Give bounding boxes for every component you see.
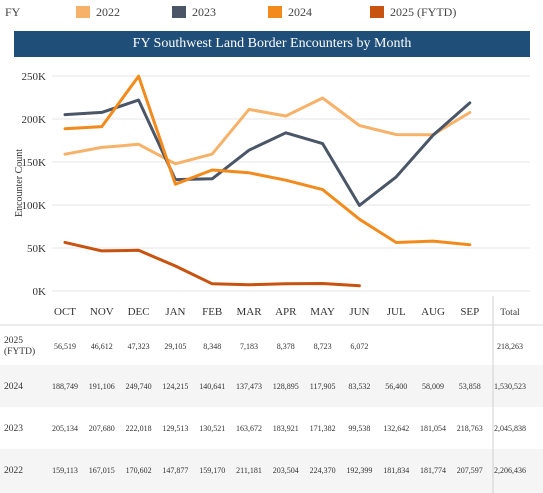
legend-item-2025[interactable]: 2025 (FYTD)	[370, 5, 456, 20]
series-line-2025	[63, 240, 361, 288]
data-label: 8,378	[277, 342, 295, 351]
legend-swatch	[268, 6, 282, 18]
row-label: 2024	[4, 382, 23, 392]
data-label: 147,877	[162, 466, 188, 475]
data-label: 7,183	[240, 342, 258, 351]
table-row-band	[0, 365, 543, 407]
legend-item-2022[interactable]: 2022	[76, 5, 120, 20]
data-label: 58,009	[422, 382, 444, 391]
y-tick-label: 150K	[22, 157, 47, 169]
data-label: 129,513	[162, 424, 188, 433]
data-label: 117,905	[310, 382, 336, 391]
data-label: 170,602	[126, 466, 152, 475]
data-label: 8,723	[314, 342, 332, 351]
table-row-band	[0, 449, 543, 493]
data-label: 6,072	[350, 342, 368, 351]
row-label: 2023	[4, 424, 23, 434]
legend-swatch	[172, 6, 186, 18]
data-label: 140,641	[199, 382, 225, 391]
data-label: 130,521	[199, 424, 225, 433]
x-tick-label: JAN	[165, 306, 185, 318]
legend-swatch	[370, 6, 384, 18]
x-tick-label: MAY	[310, 306, 335, 318]
data-label: 218,763	[457, 424, 483, 433]
x-tick-label: DEC	[128, 306, 150, 318]
data-label: 205,134	[52, 424, 78, 433]
row-total: 2,206,436	[494, 466, 526, 475]
legend-swatch	[76, 6, 90, 18]
data-label: 99,538	[348, 424, 370, 433]
data-label: 29,105	[164, 342, 186, 351]
data-label: 181,054	[420, 424, 446, 433]
data-label: 163,672	[236, 424, 262, 433]
data-label: 224,370	[310, 466, 336, 475]
row-label: 2022	[4, 466, 23, 476]
legend-label: 2024	[288, 5, 312, 19]
total-header: Total	[500, 308, 520, 318]
data-label: 207,680	[89, 424, 115, 433]
row-total: 1,530,523	[494, 382, 526, 391]
row-label: 2025 (FYTD)	[4, 336, 35, 357]
data-label: 249,740	[126, 382, 152, 391]
data-label: 188,749	[52, 382, 78, 391]
data-label: 192,399	[346, 466, 372, 475]
data-label: 128,895	[273, 382, 299, 391]
data-label: 132,642	[383, 424, 409, 433]
legend-item-2023[interactable]: 2023	[172, 5, 216, 20]
data-label: 124,215	[162, 382, 188, 391]
data-label: 8,348	[203, 342, 221, 351]
data-label: 56,519	[54, 342, 76, 351]
y-axis-title: Encounter Count	[14, 149, 25, 217]
x-tick-label: JUN	[349, 306, 369, 318]
legend-label: 2023	[192, 5, 216, 19]
data-label: 46,612	[91, 342, 113, 351]
row-total: 2,045,838	[494, 424, 526, 433]
legend-label: 2025 (FYTD)	[390, 5, 457, 19]
x-tick-label: SEP	[460, 306, 479, 318]
data-label: 181,774	[420, 466, 446, 475]
data-label: 183,921	[273, 424, 299, 433]
y-tick-label: 250K	[22, 71, 47, 83]
series-line-2023	[63, 98, 472, 207]
data-label: 56,400	[385, 382, 407, 391]
data-label: 159,170	[199, 466, 225, 475]
x-tick-label: MAR	[236, 306, 262, 318]
row-total: 218,263	[497, 342, 523, 351]
data-label: 191,106	[89, 382, 115, 391]
series-line-2022	[63, 96, 472, 166]
y-tick-label: 100K	[22, 200, 47, 212]
data-label: 167,015	[89, 466, 115, 475]
legend-label: 2022	[96, 5, 120, 19]
data-label: 53,858	[459, 382, 481, 391]
data-label: 137,473	[236, 382, 262, 391]
data-label: 181,834	[383, 466, 409, 475]
y-tick-label: 0K	[33, 286, 47, 298]
data-label: 47,323	[128, 342, 150, 351]
data-label: 83,532	[348, 382, 370, 391]
x-tick-label: NOV	[90, 306, 114, 318]
x-tick-label: AUG	[421, 306, 445, 318]
chart-title: FY Southwest Land Border Encounters by M…	[14, 31, 530, 57]
x-tick-label: APR	[275, 306, 297, 318]
data-label: 171,382	[310, 424, 336, 433]
legend-item-2024[interactable]: 2024	[268, 5, 312, 20]
y-tick-label: 50K	[27, 243, 46, 255]
data-label: 211,181	[236, 466, 262, 475]
x-tick-label: OCT	[54, 306, 76, 318]
x-tick-label: FEB	[202, 306, 222, 318]
data-label: 203,504	[273, 466, 299, 475]
series-line-2024	[63, 74, 472, 247]
data-label: 207,597	[457, 466, 483, 475]
y-tick-label: 200K	[22, 114, 47, 126]
data-label: 222,018	[126, 424, 152, 433]
legend-title: FY	[5, 5, 21, 19]
data-label: 159,113	[52, 466, 78, 475]
x-tick-label: JUL	[387, 306, 406, 318]
legend: FY 2022 2023 2024 2025 (FYTD)	[0, 0, 543, 24]
